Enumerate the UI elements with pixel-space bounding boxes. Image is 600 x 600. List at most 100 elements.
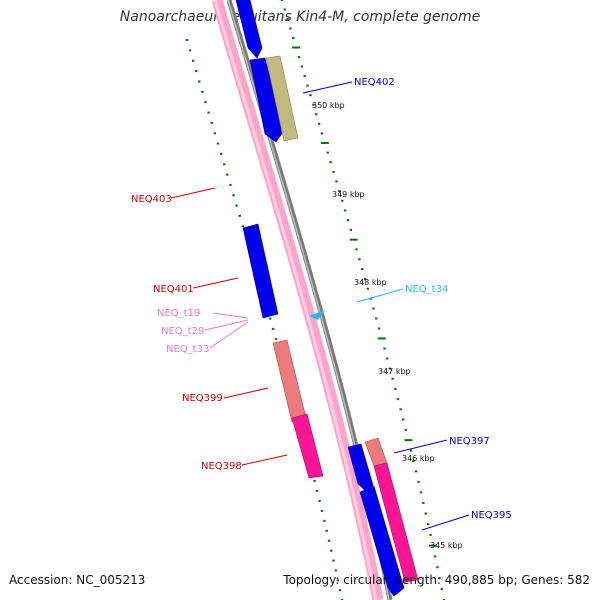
right-track-dot xyxy=(404,428,408,431)
gene-block-neq402-top xyxy=(235,0,263,59)
genome-summary: Topology: circular; Length: 490,885 bp; … xyxy=(283,573,590,587)
gene-label-group: NEQ402 NEQ403 NEQ401 NEQ_t19 NEQ_t29 NEQ… xyxy=(131,77,512,521)
right-track-dot xyxy=(366,287,370,290)
right-track-dot xyxy=(404,439,413,442)
right-track-dot xyxy=(358,258,361,261)
left-track-dot xyxy=(318,499,321,502)
left-track-dot xyxy=(198,80,201,83)
left-track-dot xyxy=(188,49,192,52)
right-track-dot xyxy=(349,238,358,241)
right-track-dot xyxy=(286,18,289,21)
scale-label-349: 349 kbp xyxy=(332,190,365,199)
right-track-dot xyxy=(394,387,397,390)
gene-block-neq395 xyxy=(359,485,405,597)
scale-label-group: 350 kbp 349 kbp 348 kbp 347 kbp 346 kbp … xyxy=(312,101,463,550)
right-track-dot xyxy=(377,337,386,340)
left-track-dot xyxy=(229,183,232,186)
gene-label-neq398: NEQ398 xyxy=(201,461,242,472)
right-track-dot xyxy=(332,170,335,173)
right-track-dot xyxy=(409,449,413,452)
right-track-dot xyxy=(417,480,420,483)
gene-block-neq397 xyxy=(364,437,388,467)
gene-label-neq401: NEQ401 xyxy=(153,284,194,295)
right-track-dot xyxy=(440,588,444,591)
gene-label-neq403: NEQ403 xyxy=(131,194,172,205)
right-track-dot xyxy=(280,0,284,1)
right-track-dot xyxy=(396,398,400,401)
right-track-dot xyxy=(315,113,318,116)
left-track-dot xyxy=(268,317,272,320)
left-track-dot xyxy=(222,163,226,166)
right-track-dot xyxy=(343,209,347,212)
right-track-dot xyxy=(289,27,292,30)
right-track-dot xyxy=(292,46,301,49)
left-track-dot xyxy=(207,111,210,114)
right-track-dot xyxy=(436,566,439,569)
accession-label: Accession: NC_005213 xyxy=(9,573,146,587)
scale-ticks xyxy=(292,46,437,547)
right-track-dot xyxy=(414,470,418,473)
left-track-dot xyxy=(323,519,326,522)
left-track-dot xyxy=(315,489,319,492)
gene-block-neq402-blue xyxy=(249,57,284,143)
left-track-dot xyxy=(320,509,324,512)
right-track-dot xyxy=(349,228,353,231)
right-track-dot xyxy=(428,544,437,547)
gene-label-neq399: NEQ399 xyxy=(182,393,223,404)
right-track-dot xyxy=(375,317,378,320)
right-track-dot xyxy=(317,122,321,125)
right-track-dot xyxy=(283,8,287,11)
scale-label-350: 350 kbp xyxy=(312,101,345,110)
leader-lines xyxy=(170,81,470,531)
right-track-dot xyxy=(419,491,423,494)
right-track-dot xyxy=(309,94,312,97)
strand-pink-highlight xyxy=(213,0,378,600)
gene-block-neq399 xyxy=(272,339,307,423)
right-track-dot xyxy=(386,357,389,360)
right-track-dot xyxy=(363,277,367,280)
map-title: Nanoarchaeum equitans Kin4-M, complete g… xyxy=(119,9,481,25)
right-track-dot xyxy=(326,151,329,154)
right-track-dot xyxy=(303,75,306,78)
right-track-dot xyxy=(372,307,375,310)
gene-block-neq-t34 xyxy=(309,310,325,320)
right-track-dot xyxy=(424,512,427,515)
left-track-dot xyxy=(216,142,220,145)
right-track-dot xyxy=(391,377,394,380)
right-track-dot xyxy=(383,347,386,350)
right-track-dot xyxy=(297,56,301,59)
left-track-dot xyxy=(219,152,223,155)
left-track-dot xyxy=(226,173,229,176)
scale-label-345: 345 kbp xyxy=(430,541,463,550)
right-track-dot xyxy=(306,84,309,87)
left-track-dot xyxy=(271,327,275,330)
right-track-dot xyxy=(412,459,415,462)
right-track-dot xyxy=(399,408,402,411)
scale-label-346: 346 kbp xyxy=(402,454,435,463)
left-track-dot xyxy=(332,559,335,562)
right-track-dot xyxy=(292,37,295,40)
right-track-dot xyxy=(361,268,364,271)
right-track-dot xyxy=(388,367,392,370)
right-track-dot xyxy=(312,103,315,106)
gene-label-neq-t34: NEQ_t34 xyxy=(405,284,448,295)
right-track-dot xyxy=(402,418,405,421)
left-track-dot xyxy=(274,338,278,341)
left-track-dot xyxy=(210,121,213,124)
left-track-dot xyxy=(313,479,316,482)
gene-label-neq-t33: NEQ_t33 xyxy=(166,344,209,355)
right-track-dot xyxy=(355,248,358,251)
right-track-dot xyxy=(329,161,332,164)
scale-label-347: 347 kbp xyxy=(378,367,411,376)
left-track-dot xyxy=(241,225,245,228)
right-track-dot xyxy=(338,190,341,193)
right-track-dot xyxy=(426,523,430,526)
right-track-dot xyxy=(433,555,437,558)
gene-block-neq398 xyxy=(291,413,324,479)
strand-pink xyxy=(211,0,384,600)
gene-label-neq-t19: NEQ_t19 xyxy=(157,308,200,319)
gene-label-neq395: NEQ395 xyxy=(471,510,512,521)
left-track-dot xyxy=(195,70,198,73)
gene-block-neq402 xyxy=(265,55,299,142)
